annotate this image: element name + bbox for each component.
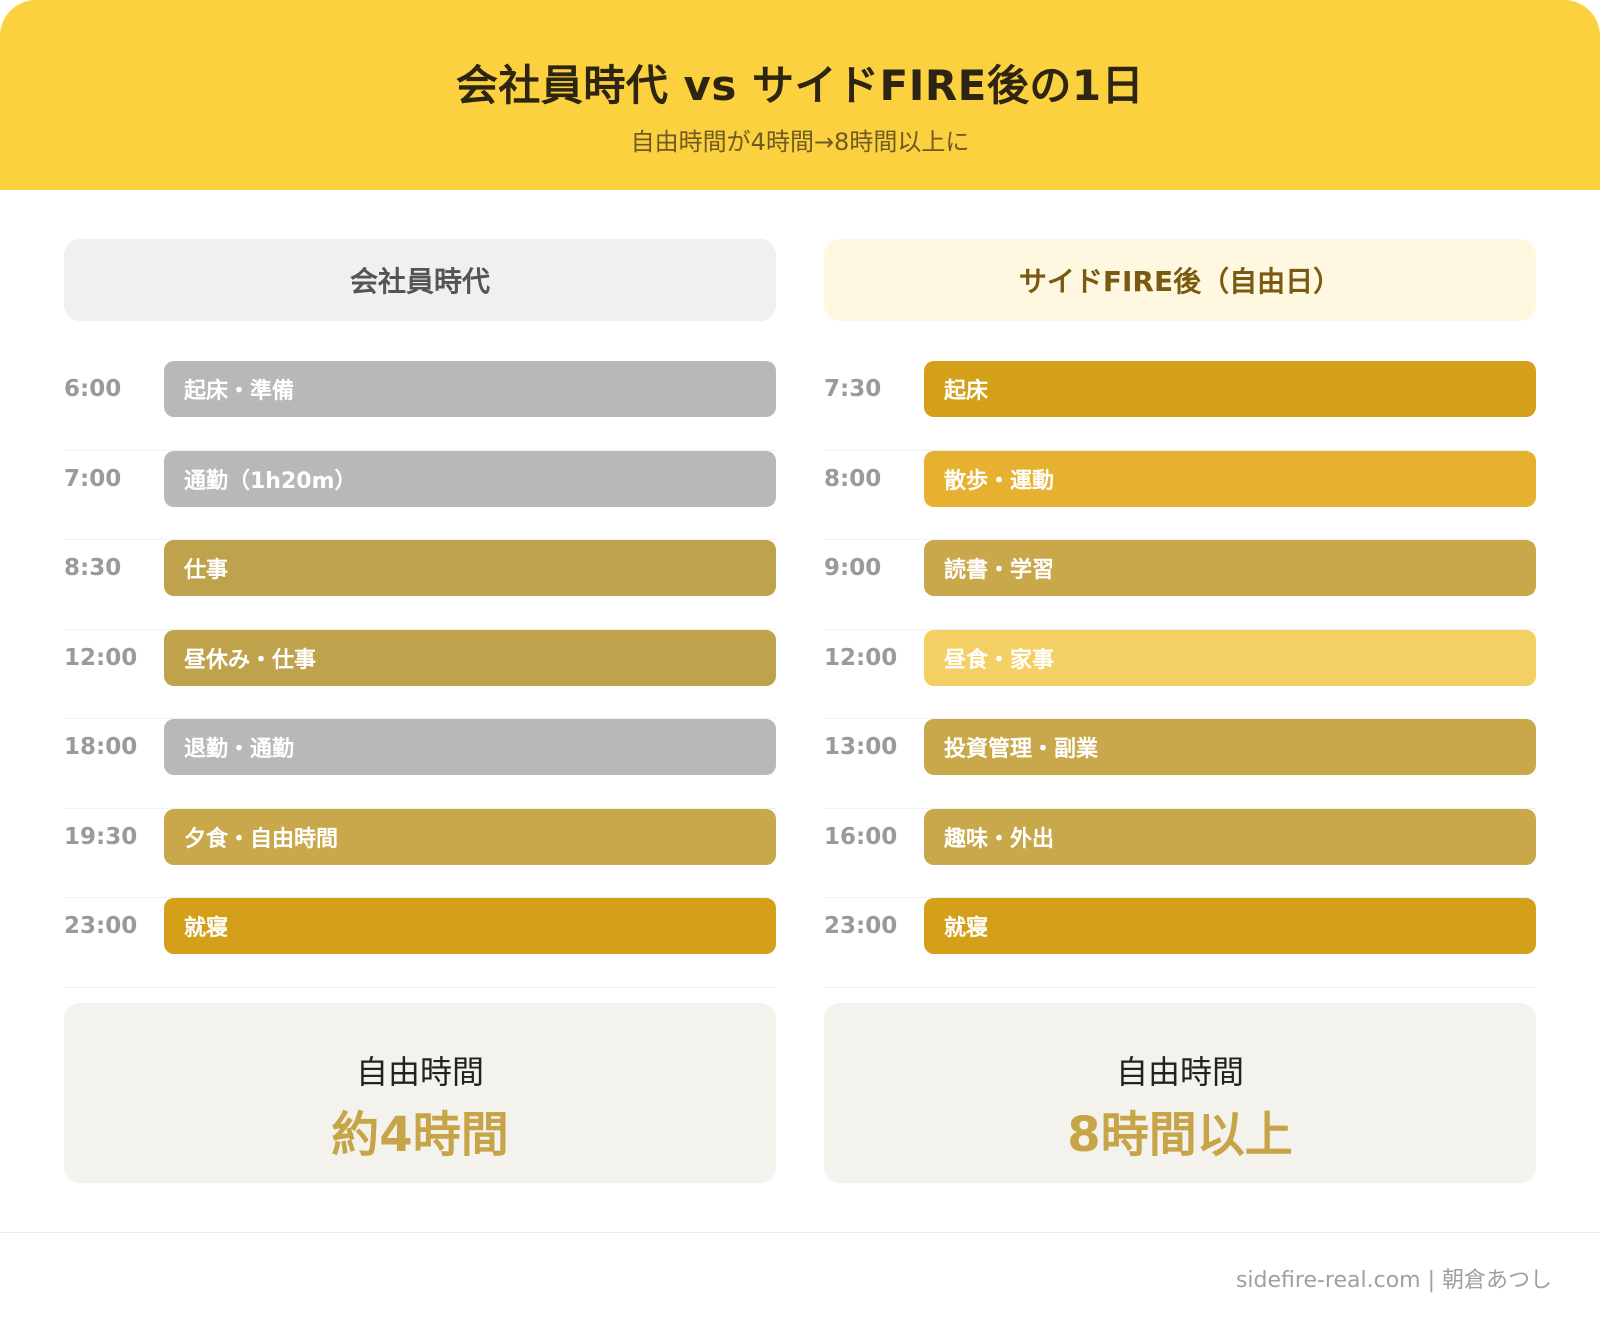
schedule-row: 6:00 起床・準備 <box>64 361 776 451</box>
schedule-row: 19:30 夕食・自由時間 <box>64 808 776 898</box>
office-worker-column: 会社員時代 6:00 起床・準備 7:00 通勤（1h20m） 8:30 仕事 … <box>64 239 776 988</box>
office-worker-schedule: 6:00 起床・準備 7:00 通勤（1h20m） 8:30 仕事 12:00 … <box>64 361 776 988</box>
schedule-time: 23:00 <box>824 913 898 939</box>
schedule-activity: 就寝 <box>924 898 1536 954</box>
schedule-time: 7:00 <box>64 465 122 492</box>
schedule-row: 8:00 散歩・運動 <box>824 450 1536 540</box>
schedule-activity: 起床 <box>924 361 1536 417</box>
schedule-activity: 就寝 <box>164 898 776 954</box>
side-fire-schedule: 7:30 起床 8:00 散歩・運動 9:00 読書・学習 12:00 昼食・家… <box>824 361 1536 988</box>
side-fire-heading: サイドFIRE後（自由日） <box>824 239 1536 321</box>
schedule-row: 8:30 仕事 <box>64 540 776 630</box>
footer-credit: sidefire-real.com | 朝倉あつし <box>1235 1268 1552 1293</box>
schedule-row: 23:00 就寝 <box>64 898 776 988</box>
page-title: 会社員時代 vs サイドFIRE後の1日 <box>455 61 1145 110</box>
schedule-activity: 趣味・外出 <box>924 808 1536 865</box>
schedule-row: 9:00 読書・学習 <box>824 540 1536 630</box>
schedule-time: 18:00 <box>64 734 138 760</box>
summary-label: 自由時間 <box>1115 1053 1244 1091</box>
summary-value: 8時間以上 <box>1067 1107 1293 1163</box>
schedule-activity: 退勤・通勤 <box>164 719 776 775</box>
schedule-time: 9:00 <box>824 555 882 581</box>
schedule-activity: 散歩・運動 <box>924 450 1536 507</box>
schedule-row: 7:30 起床 <box>824 361 1536 451</box>
office-worker-summary: 自由時間 約4時間 <box>64 1003 776 1183</box>
summary-value: 約4時間 <box>331 1107 509 1163</box>
schedule-row: 16:00 趣味・外出 <box>824 808 1536 898</box>
schedule-activity: 昼休み・仕事 <box>164 629 776 686</box>
schedule-time: 12:00 <box>824 644 898 671</box>
schedule-activity: 夕食・自由時間 <box>164 808 776 865</box>
schedule-time: 7:30 <box>824 376 882 402</box>
schedule-time: 13:00 <box>824 734 898 760</box>
schedule-time: 19:30 <box>64 823 138 850</box>
footer-divider <box>0 1232 1600 1233</box>
summary-label: 自由時間 <box>355 1053 484 1091</box>
schedule-row: 12:00 昼食・家事 <box>824 629 1536 719</box>
schedule-row: 13:00 投資管理・副業 <box>824 719 1536 809</box>
schedule-activity: 昼食・家事 <box>924 629 1536 686</box>
schedule-activity: 通勤（1h20m） <box>164 450 776 507</box>
schedule-activity: 起床・準備 <box>164 361 776 417</box>
schedule-time: 16:00 <box>824 823 898 850</box>
schedule-activity: 読書・学習 <box>924 540 1536 596</box>
schedule-time: 12:00 <box>64 644 138 671</box>
page-subtitle: 自由時間が4時間→8時間以上に <box>630 128 970 156</box>
side-fire-summary: 自由時間 8時間以上 <box>824 1003 1536 1183</box>
schedule-time: 6:00 <box>64 376 122 402</box>
schedule-activity: 投資管理・副業 <box>924 719 1536 775</box>
header-banner: 会社員時代 vs サイドFIRE後の1日 自由時間が4時間→8時間以上に <box>0 0 1600 190</box>
schedule-row: 7:00 通勤（1h20m） <box>64 450 776 540</box>
schedule-row: 12:00 昼休み・仕事 <box>64 629 776 719</box>
office-worker-heading: 会社員時代 <box>64 239 776 321</box>
schedule-time: 23:00 <box>64 913 138 939</box>
schedule-row: 18:00 退勤・通勤 <box>64 719 776 809</box>
schedule-time: 8:30 <box>64 555 122 581</box>
side-fire-column: サイドFIRE後（自由日） 7:30 起床 8:00 散歩・運動 9:00 読書… <box>824 239 1536 988</box>
schedule-time: 8:00 <box>824 465 882 492</box>
schedule-activity: 仕事 <box>164 540 776 596</box>
schedule-row: 23:00 就寝 <box>824 898 1536 988</box>
